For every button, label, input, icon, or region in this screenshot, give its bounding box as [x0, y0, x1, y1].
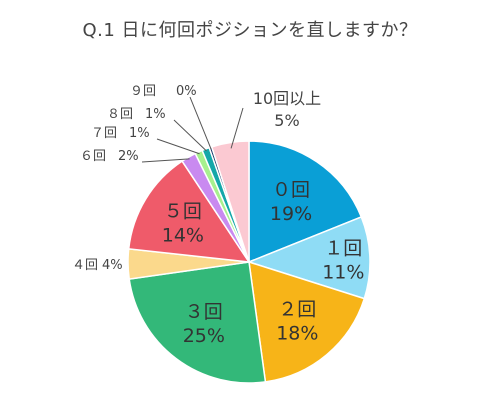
leader-line [189, 96, 212, 150]
chart-title: Q.1 日に何回ポジションを直しますか？ [82, 20, 418, 41]
slice-percent-label: 14% [162, 225, 204, 247]
pie-slice [248, 260, 366, 383]
leader-line [173, 119, 207, 152]
slice-percent-label: 1% [129, 126, 150, 141]
slice-label: ９回 [130, 84, 156, 99]
pie-slice [128, 261, 267, 384]
slice-percent-label: 25% [183, 325, 225, 347]
slice-label: ６回 [80, 149, 106, 164]
slice-label: ０回 [272, 179, 310, 201]
pie-slice [210, 140, 250, 263]
slice-percent-label: 4% [102, 258, 123, 273]
slice-percent-label: 18% [276, 322, 318, 344]
pie-slice [248, 140, 363, 264]
slice-label: 10回以上 [253, 89, 321, 108]
slice-percent-label: 0% [176, 84, 197, 99]
slice-percent-label: 1% [145, 107, 166, 122]
pie-slice [246, 216, 371, 300]
slice-label: ３回 [185, 301, 223, 323]
slice-percent-label: 2% [118, 149, 139, 164]
slice-percent-label: 5% [274, 111, 299, 130]
leader-line [156, 138, 200, 155]
slice-label: ４回 [72, 258, 98, 273]
slice-label: ２回 [278, 298, 316, 320]
pie-slice [127, 160, 251, 263]
slice-label: １回 [324, 238, 362, 260]
slice-label: ８回 [107, 107, 133, 122]
slice-percent-label: 19% [270, 203, 312, 225]
leader-line [141, 158, 190, 163]
slice-percent-label: 11% [322, 262, 364, 284]
slice-label: ５回 [164, 201, 202, 223]
slice-label: ７回 [91, 126, 117, 141]
leader-line [230, 107, 244, 149]
